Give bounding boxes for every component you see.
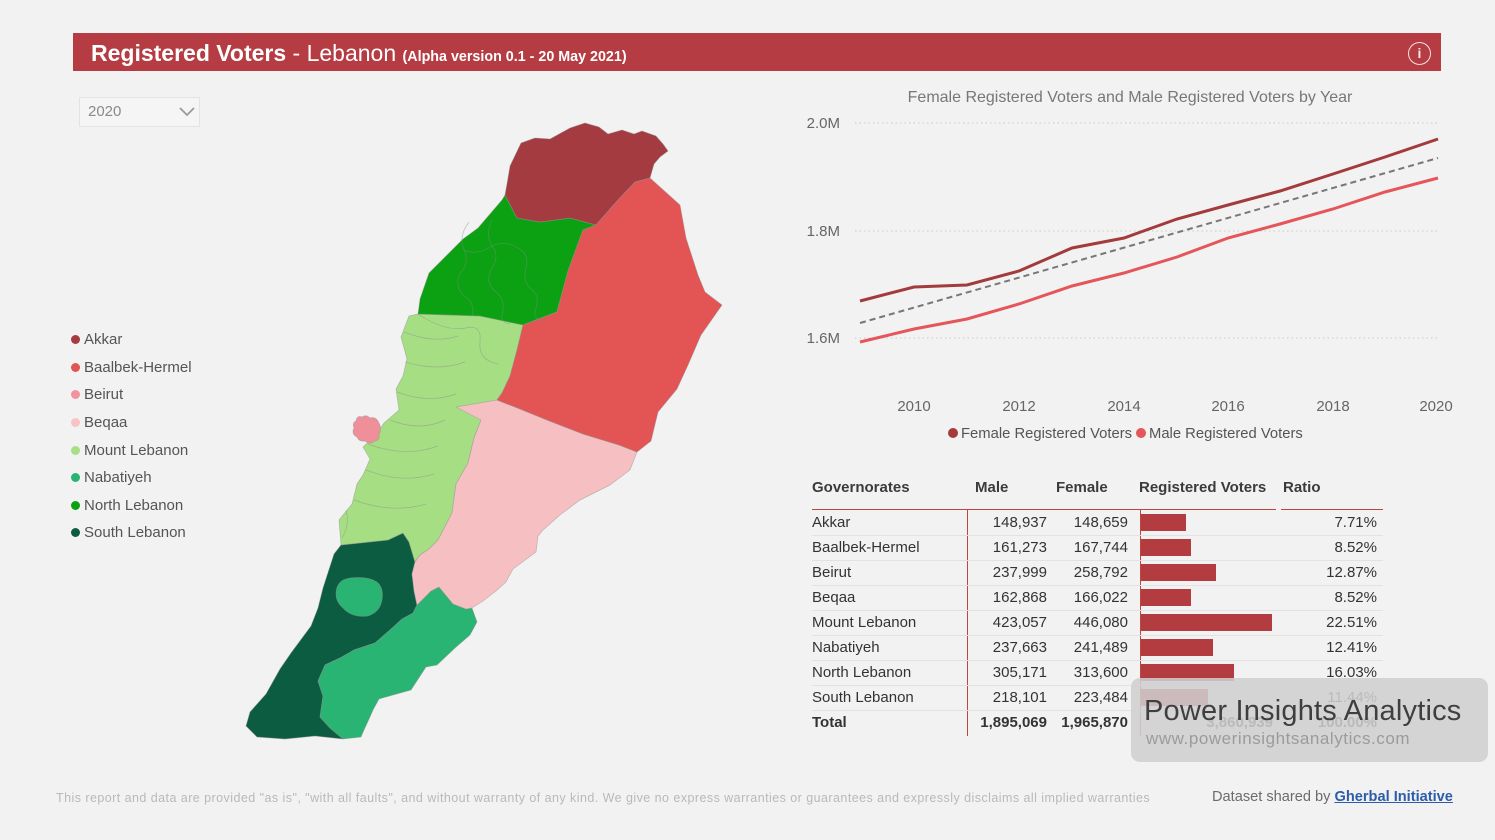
svg-text:2018: 2018 [1316,398,1349,415]
svg-text:Female Registered Voters and M: Female Registered Voters and Male Regist… [908,89,1353,106]
svg-text:2014: 2014 [1107,398,1140,415]
svg-text:2020: 2020 [1419,398,1452,415]
svg-text:Female Registered Voters: Female Registered Voters [961,426,1132,442]
svg-text:2010: 2010 [897,398,930,415]
svg-text:Male Registered Voters: Male Registered Voters [1149,426,1303,442]
svg-text:2016: 2016 [1211,398,1244,415]
svg-text:2.0M: 2.0M [807,115,840,132]
svg-text:1.8M: 1.8M [807,223,840,240]
svg-text:1.6M: 1.6M [807,330,840,347]
svg-text:2012: 2012 [1002,398,1035,415]
